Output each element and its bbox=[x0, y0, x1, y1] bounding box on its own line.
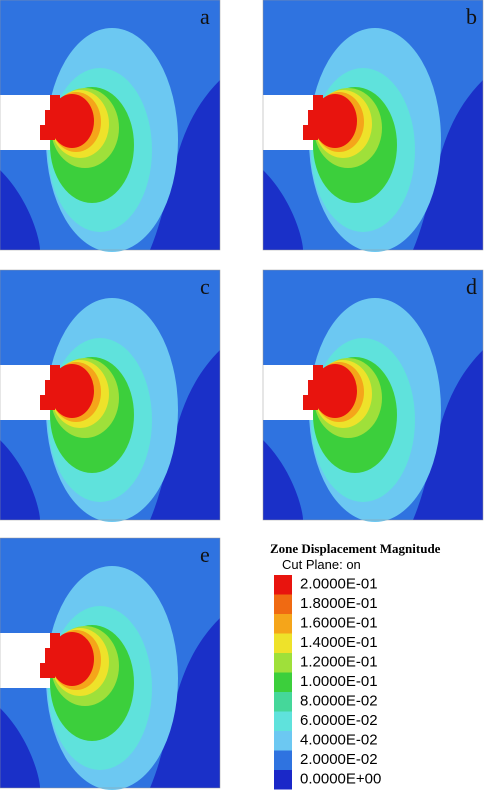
panel-label: a bbox=[200, 4, 210, 29]
legend-label: 6.0000E-02 bbox=[300, 712, 378, 729]
panel-label: c bbox=[200, 274, 210, 299]
panel: e bbox=[0, 537, 221, 791]
panel-label: d bbox=[466, 274, 477, 299]
legend-swatch bbox=[274, 672, 292, 692]
legend-swatch bbox=[274, 711, 292, 731]
legend-swatch bbox=[274, 653, 292, 673]
legend-label: 1.8000E-01 bbox=[300, 595, 378, 612]
legend-swatch bbox=[274, 770, 292, 790]
legend-label: 0.0000E+00 bbox=[300, 771, 381, 788]
legend-label: 2.0000E-02 bbox=[300, 751, 378, 768]
legend: Zone Displacement Magnitude Cut Plane: o… bbox=[270, 541, 441, 790]
panel: a bbox=[0, 0, 221, 253]
panel: b bbox=[262, 0, 484, 253]
legend-swatch bbox=[274, 633, 292, 653]
legend-label: 4.0000E-02 bbox=[300, 732, 378, 749]
legend-swatch bbox=[274, 692, 292, 712]
legend-label: 8.0000E-02 bbox=[300, 693, 378, 710]
panel-label: b bbox=[466, 4, 477, 29]
panel: d bbox=[262, 269, 484, 523]
panel: c bbox=[0, 269, 221, 523]
legend-title: Zone Displacement Magnitude bbox=[270, 541, 441, 556]
legend-label: 2.0000E-01 bbox=[300, 576, 378, 593]
legend-swatch bbox=[274, 575, 292, 595]
legend-label: 1.4000E-01 bbox=[300, 634, 378, 651]
legend-label: 1.2000E-01 bbox=[300, 654, 378, 671]
legend-subtitle: Cut Plane: on bbox=[282, 557, 361, 572]
panel-label: e bbox=[200, 542, 210, 567]
legend-label: 1.0000E-01 bbox=[300, 673, 378, 690]
legend-swatch bbox=[274, 750, 292, 770]
legend-swatch bbox=[274, 614, 292, 634]
legend-swatch bbox=[274, 731, 292, 751]
legend-swatch bbox=[274, 594, 292, 614]
legend-label: 1.6000E-01 bbox=[300, 615, 378, 632]
